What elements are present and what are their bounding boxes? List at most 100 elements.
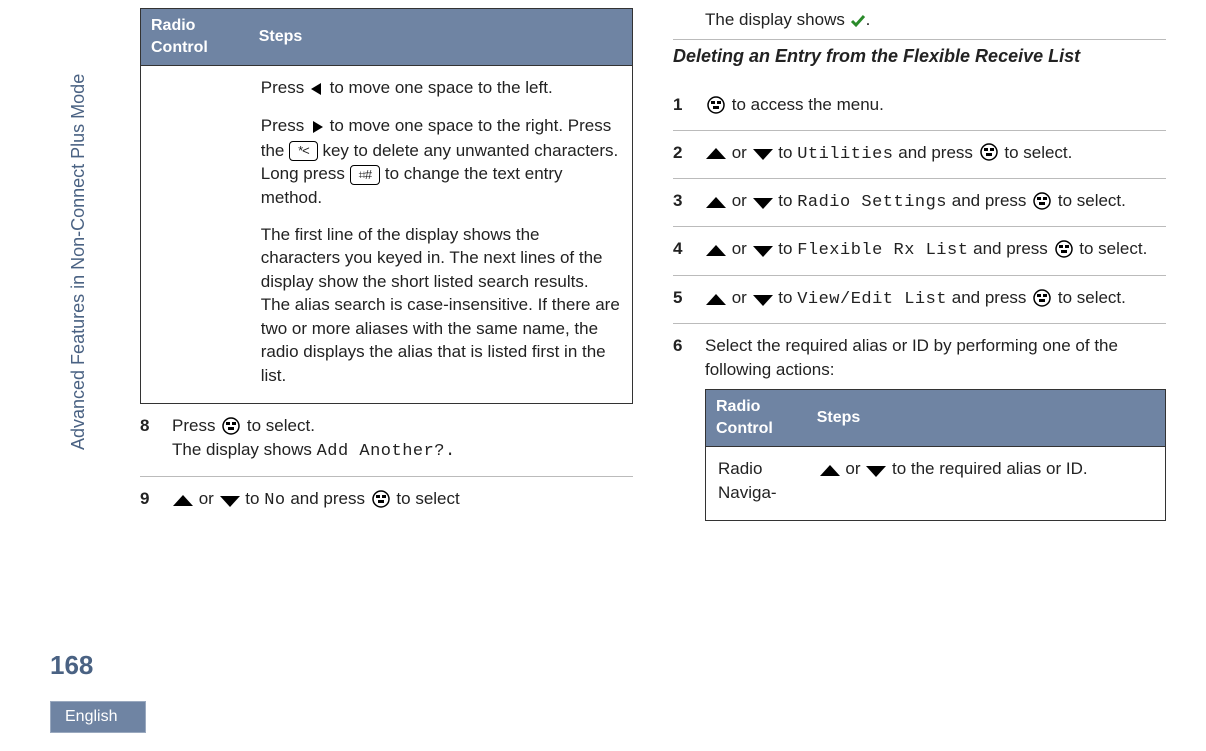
table-header-radio-control: Radio Control [141, 9, 249, 66]
down-arrow-icon [752, 141, 774, 164]
list-item: 8 Press to select. The display shows Add… [140, 404, 633, 476]
ok-button-icon [1031, 287, 1053, 310]
text: to select. [242, 416, 315, 435]
text: The display shows [705, 10, 850, 29]
table-cell-steps: or to the required alias or ID. [807, 447, 1166, 521]
page-number: 168 [50, 650, 93, 681]
text: . [866, 10, 871, 29]
down-arrow-icon [219, 488, 241, 511]
text: to [774, 288, 798, 307]
left-arrow-icon [309, 77, 325, 100]
text: Select the required alias or ID by perfo… [705, 336, 1118, 378]
table-header-steps: Steps [249, 9, 633, 66]
down-arrow-icon [752, 190, 774, 213]
text: to [774, 143, 798, 162]
text: to select [392, 489, 460, 508]
column-left: Radio Control Steps Press to move one sp… [140, 0, 633, 691]
step-number: 6 [673, 334, 691, 521]
ok-button-icon [370, 488, 392, 511]
radio-control-table-2: Radio Control Steps Radio Naviga- or to … [705, 389, 1166, 521]
column-right: The display shows . Deleting an Entry fr… [673, 0, 1166, 691]
up-arrow-icon [705, 141, 727, 164]
ok-button-icon [1031, 190, 1053, 213]
text: or [727, 143, 752, 162]
instruction-line: Press to move one space to the right. Pr… [261, 114, 620, 209]
step-body: or to Flexible Rx List and press to sele… [705, 237, 1166, 262]
text: to select. [1053, 288, 1126, 307]
list-item: 1 to access the menu. [673, 83, 1166, 129]
down-arrow-icon [865, 458, 887, 481]
instruction-line: Press to move one space to the left. [261, 76, 620, 100]
text: or [727, 239, 752, 258]
text: to the required alias or ID. [887, 459, 1087, 478]
step-number: 3 [673, 189, 691, 214]
table-cell-radio-naviga: Radio Naviga- [706, 447, 807, 521]
list-item: 9 or to No and press to select [140, 476, 633, 524]
display-text: Flexible Rx List [797, 241, 968, 260]
up-arrow-icon [705, 238, 727, 261]
step-number: 1 [673, 93, 691, 117]
section-heading: Deleting an Entry from the Flexible Rece… [673, 44, 1166, 69]
table-cell-empty [141, 66, 249, 404]
text: Press [261, 116, 309, 135]
instruction-line: The first line of the display shows the … [261, 223, 620, 387]
display-text: Add Another?. [317, 442, 456, 461]
text: The display shows [172, 440, 317, 459]
language-tab: English [50, 701, 146, 733]
step-body: or to View/Edit List and press to select… [705, 286, 1166, 311]
step-body: or to Radio Settings and press to select… [705, 189, 1166, 214]
text: to [774, 239, 798, 258]
list-item: 6 Select the required alias or ID by per… [673, 323, 1166, 533]
list-item: 4 or to Flexible Rx List and press to se… [673, 226, 1166, 274]
text: Press [172, 416, 220, 435]
step-number: 2 [673, 141, 691, 166]
down-arrow-icon [752, 238, 774, 261]
text: and press [968, 239, 1052, 258]
display-text: No [264, 491, 285, 510]
table-header-steps: Steps [807, 390, 1166, 447]
text: and press [947, 191, 1031, 210]
step-body: or to No and press to select [172, 487, 633, 512]
list-item: 3 or to Radio Settings and press to sele… [673, 178, 1166, 226]
table-cell-steps-body: Press to move one space to the left. Pre… [249, 66, 633, 404]
text: or [841, 459, 866, 478]
display-text: Utilities [797, 145, 893, 164]
step-body: to access the menu. [705, 93, 1166, 117]
text: to [241, 489, 265, 508]
text: to move one space to the left. [325, 78, 553, 97]
sidebar-chapter-title: Advanced Features in Non-Connect Plus Mo… [62, 64, 95, 460]
top-result-line: The display shows . [673, 8, 1166, 31]
radio-control-table: Radio Control Steps Press to move one sp… [140, 8, 633, 404]
text: and press [286, 489, 370, 508]
star-key-icon: *< [289, 141, 318, 161]
step-number: 9 [140, 487, 158, 512]
step-number: 8 [140, 414, 158, 464]
divider [673, 39, 1166, 40]
display-text: Radio Settings [797, 193, 947, 212]
ok-button-icon [1053, 238, 1075, 261]
text: or [727, 191, 752, 210]
hash-key-icon: ⌗# [350, 165, 381, 185]
text: and press [947, 288, 1031, 307]
text: to select. [1075, 239, 1148, 258]
list-item: 2 or to Utilities and press to select. [673, 130, 1166, 178]
text: to [774, 191, 798, 210]
list-item: 5 or to View/Edit List and press to sele… [673, 275, 1166, 323]
ok-button-icon [705, 94, 727, 117]
step-body: Select the required alias or ID by perfo… [705, 334, 1166, 521]
step-body: Press to select. The display shows Add A… [172, 414, 633, 464]
table-header-radio-control: Radio Control [706, 390, 807, 447]
ok-button-icon [978, 141, 1000, 164]
up-arrow-icon [819, 458, 841, 481]
up-arrow-icon [705, 287, 727, 310]
right-arrow-icon [309, 115, 325, 138]
step-number: 4 [673, 237, 691, 262]
step-number: 5 [673, 286, 691, 311]
text: to select. [1000, 143, 1073, 162]
text: Press [261, 78, 309, 97]
text: to access the menu. [727, 95, 884, 114]
up-arrow-icon [705, 190, 727, 213]
checkmark-icon [850, 10, 866, 29]
down-arrow-icon [752, 287, 774, 310]
text: or [194, 489, 219, 508]
